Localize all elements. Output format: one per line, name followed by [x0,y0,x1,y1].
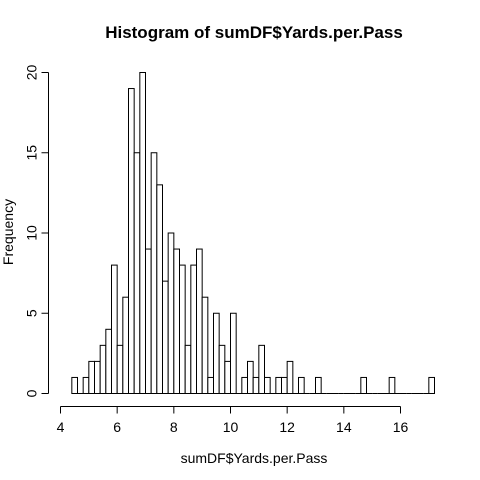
histogram-bar [265,377,271,393]
x-axis: 4 6 8 10 12 14 16 [57,407,409,436]
histogram-bar [389,377,395,393]
x-tick-label: 14 [336,419,352,435]
histogram-bar [259,345,265,393]
y-axis-label: Frequency [0,199,16,265]
x-tick-label: 8 [170,419,178,435]
histogram-bar [163,281,169,393]
histogram-bar [123,297,129,393]
histogram-bar [112,265,118,393]
histogram-bar [151,153,157,394]
x-tick-label: 10 [223,419,239,435]
histogram-bar [282,377,288,393]
histogram-bar [231,313,237,393]
x-tick-label: 4 [57,419,65,435]
y-tick-label: 5 [24,309,40,317]
x-tick-label: 6 [113,419,121,435]
histogram-bar [129,89,135,394]
histogram-bar [202,297,208,393]
histogram-bar [140,73,146,394]
histogram-bar [89,361,95,393]
histogram-bar [276,377,282,393]
histogram-bar [287,361,293,393]
histogram-bar [361,377,367,393]
histogram-bar [429,377,435,393]
histogram-bar [214,313,220,393]
chart-title: Histogram of sumDF$Yards.per.Pass [105,23,403,42]
y-tick-label: 0 [24,389,40,397]
histogram-bar [95,361,101,393]
histogram-bar [225,361,231,393]
y-axis: 0 5 10 15 20 [24,65,49,398]
histogram-bar [219,345,225,393]
histogram-bar [248,361,254,393]
histogram-bar [146,249,152,393]
histogram-bar [100,345,106,393]
histogram-bar [299,377,305,393]
histogram-bar [197,249,203,393]
histogram-bar [117,345,123,393]
y-tick-label: 10 [24,225,40,241]
y-tick-label: 15 [24,145,40,161]
x-tick-label: 12 [279,419,295,435]
x-axis-label: sumDF$Yards.per.Pass [181,450,328,466]
histogram-bar [168,233,174,394]
histogram-bar [72,377,78,393]
histogram-bar [185,345,191,393]
histogram-bar [106,329,112,393]
histogram-bar [157,185,163,394]
y-tick-label: 20 [24,65,40,81]
histogram-bar [208,377,214,393]
histogram-bar [83,377,89,393]
bars-group [72,73,435,394]
histogram-bar [191,265,197,393]
histogram-bar [253,377,259,393]
histogram-bar [174,249,180,393]
x-tick-label: 16 [393,419,409,435]
histogram-bar [180,265,186,393]
histogram-bar [242,377,248,393]
histogram-bar [134,153,140,394]
histogram-bar [316,377,322,393]
